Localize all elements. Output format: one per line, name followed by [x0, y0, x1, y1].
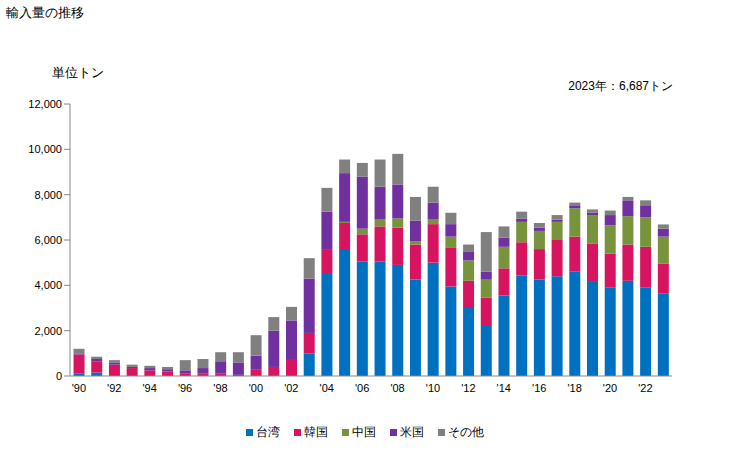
svg-text:8,000: 8,000 [34, 189, 62, 201]
html-text:中国: 中国 [351, 425, 376, 439]
svg-text:'96: '96 [178, 382, 192, 394]
svg-text:'16: '16 [532, 382, 546, 394]
svg-text:'08: '08 [390, 382, 404, 394]
svg-text:'04: '04 [320, 382, 334, 394]
svg-text:2,000: 2,000 [34, 325, 62, 337]
svg-text:0: 0 [56, 370, 62, 382]
svg-text:12,000: 12,000 [28, 98, 62, 110]
html-text:韓国: 韓国 [303, 425, 328, 439]
svg-text:'02: '02 [284, 382, 298, 394]
svg-text:'98: '98 [213, 382, 227, 394]
svg-text:'12: '12 [461, 382, 475, 394]
svg-text:'18: '18 [567, 382, 581, 394]
svg-text:'22: '22 [638, 382, 652, 394]
svg-text:4,000: 4,000 [34, 279, 62, 291]
svg-text:10,000: 10,000 [28, 143, 62, 155]
html-text:2023年：6,687トン: 2023年：6,687トン [568, 79, 673, 93]
svg-text:'92: '92 [107, 382, 121, 394]
html-text:台湾: 台湾 [255, 425, 280, 439]
svg-text:'94: '94 [143, 382, 157, 394]
svg-text:'10: '10 [426, 382, 440, 394]
svg-text:'00: '00 [249, 382, 263, 394]
html-text:輸入量の推移: 輸入量の推移 [6, 5, 84, 20]
html-text:その他: その他 [447, 425, 484, 439]
svg-text:'14: '14 [497, 382, 511, 394]
svg-text:'20: '20 [603, 382, 617, 394]
svg-text:'06: '06 [355, 382, 369, 394]
svg-text:6,000: 6,000 [34, 234, 62, 246]
svg-text:'90: '90 [72, 382, 86, 394]
html-text:米国: 米国 [399, 425, 424, 439]
html-text:単位トン: 単位トン [52, 65, 104, 80]
